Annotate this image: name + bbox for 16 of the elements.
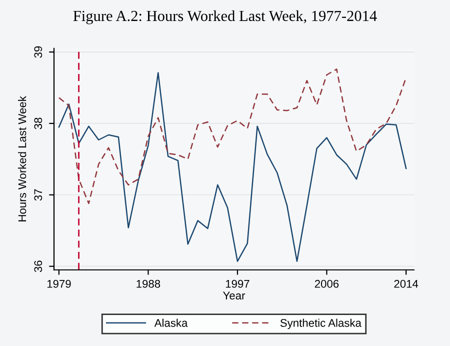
legend-label: Alaska [154, 318, 188, 327]
y-tick-label: 36 [34, 260, 42, 272]
x-tick-label: 2014 [394, 280, 418, 288]
x-tick-label: 1997 [226, 280, 250, 288]
x-tick-label: 2006 [314, 280, 339, 288]
x-axis-title: Year [223, 292, 246, 300]
x-tick-label: 1988 [136, 280, 160, 288]
y-tick-label: 39 [34, 46, 42, 58]
y-tick-label: 37 [34, 189, 42, 201]
y-axis-title: Hours Worked Last Week [18, 96, 26, 222]
line-series [58, 68, 407, 204]
y-tick-label: 38 [34, 118, 42, 130]
line-series [58, 72, 407, 262]
x-tick-label: 1979 [47, 280, 71, 288]
legend-label: Synthetic Alaska [280, 318, 362, 330]
chart-title: Figure A.2: Hours Worked Last Week, 1977-2014 [73, 10, 377, 24]
